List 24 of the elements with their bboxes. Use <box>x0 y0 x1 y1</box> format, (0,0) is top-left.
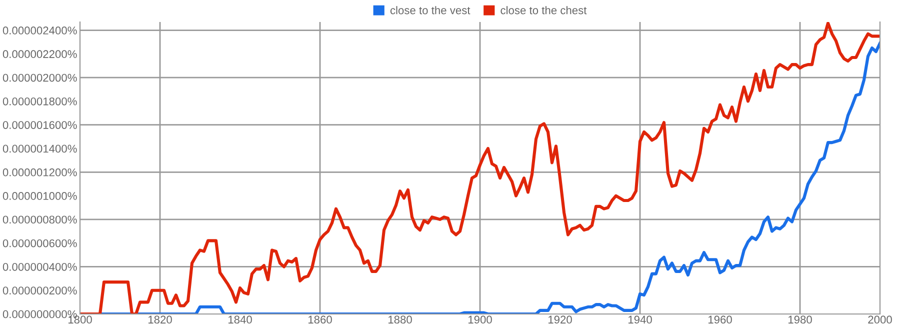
y-tick-label: 0.000002000% <box>2 74 77 82</box>
y-tick-label: 0.000000800% <box>2 216 77 224</box>
y-tick-label: 0.000001600% <box>2 121 77 129</box>
y-tick-label: 0.000000400% <box>2 262 77 271</box>
y-tick-label: 0.000002400% <box>2 26 77 34</box>
x-tick-label: 1940 <box>628 316 652 324</box>
y-tick-label: 0.000001000% <box>2 192 77 200</box>
x-tick-label: 1960 <box>708 316 732 324</box>
x-tick-label: 2000 <box>868 316 892 324</box>
y-tick-label: 0.000001400% <box>2 144 77 153</box>
y-tick-label: 0.000000600% <box>2 239 77 248</box>
y-tick-label: 0.000001800% <box>2 97 77 106</box>
x-tick-label: 1860 <box>308 316 332 324</box>
y-tick-label: 0.000001200% <box>2 168 77 176</box>
y-tick-label: 0.000002200% <box>2 50 77 58</box>
legend-label: close to the chest <box>500 6 587 14</box>
x-tick-label: 1900 <box>468 316 492 324</box>
x-tick-label: 1820 <box>148 316 172 324</box>
legend-label: close to the vest <box>390 6 470 14</box>
x-tick-label: 1920 <box>548 316 572 324</box>
x-tick-label: 1880 <box>388 316 412 324</box>
x-tick-label: 1840 <box>228 316 252 324</box>
x-tick-label: 1980 <box>788 316 812 324</box>
y-tick-label: 0.000000200% <box>2 286 77 294</box>
